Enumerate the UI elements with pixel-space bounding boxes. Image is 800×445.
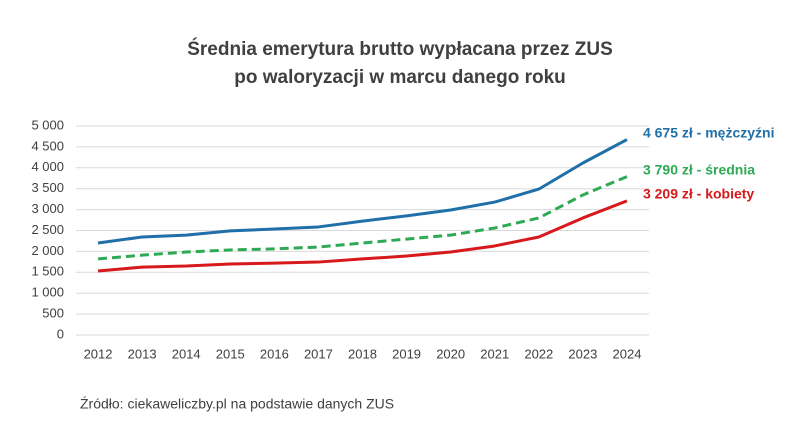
series-line: [97, 138, 628, 245]
x-tick-label: 2013: [128, 346, 157, 361]
x-tick-label: 2024: [613, 346, 642, 361]
x-tick-label: 2016: [260, 346, 289, 361]
y-tick-label: 4 500: [31, 138, 64, 153]
x-tick-label: 2017: [304, 346, 333, 361]
x-tick-label: 2018: [348, 346, 377, 361]
y-tick-label: 3 000: [31, 201, 64, 216]
y-tick-label: 3 500: [31, 180, 64, 195]
value-label: 4 675 zł - mężczyźni: [643, 124, 775, 140]
y-tick-label: 0: [57, 326, 64, 341]
y-tick-label: 5 000: [31, 117, 64, 132]
x-tick-label: 2015: [216, 346, 245, 361]
x-tick-label: 2021: [480, 346, 509, 361]
value-label: 3 790 zł - średnia: [643, 161, 755, 177]
x-tick-label: 2022: [524, 346, 553, 361]
value-label: 3 209 zł - kobiety: [643, 186, 754, 202]
y-tick-label: 2 500: [31, 222, 64, 237]
chart-title: Średnia emerytura brutto wypłacana przez…: [187, 38, 613, 60]
x-tick-label: 2020: [436, 346, 465, 361]
y-tick-label: 4 000: [31, 159, 64, 174]
x-tick-label: 2019: [392, 346, 421, 361]
y-tick-label: 2 000: [31, 243, 64, 258]
x-tick-label: 2023: [568, 346, 597, 361]
series-line: [97, 175, 628, 261]
y-tick-label: 1 500: [31, 264, 64, 279]
x-tick-label: 2012: [84, 346, 113, 361]
chart-title: po waloryzacji w marcu danego roku: [234, 67, 566, 88]
y-tick-label: 500: [42, 306, 64, 321]
source-note: Źródło: ciekaweliczby.pl na podstawie da…: [80, 396, 394, 412]
y-tick-label: 1 000: [31, 285, 64, 300]
x-tick-label: 2014: [172, 346, 201, 361]
series-line: [97, 199, 628, 273]
